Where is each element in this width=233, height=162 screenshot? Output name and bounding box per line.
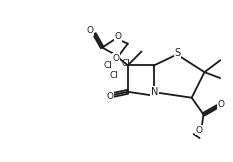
Text: O: O: [114, 32, 121, 41]
Text: N: N: [151, 87, 158, 97]
Text: Cl: Cl: [121, 59, 130, 68]
Text: O: O: [113, 54, 120, 63]
Text: O: O: [107, 92, 114, 101]
Text: S: S: [175, 48, 181, 58]
Text: O: O: [195, 126, 202, 135]
Text: Cl: Cl: [104, 61, 113, 70]
Text: O: O: [87, 26, 94, 35]
Text: O: O: [218, 100, 225, 109]
Text: Cl: Cl: [110, 71, 118, 80]
